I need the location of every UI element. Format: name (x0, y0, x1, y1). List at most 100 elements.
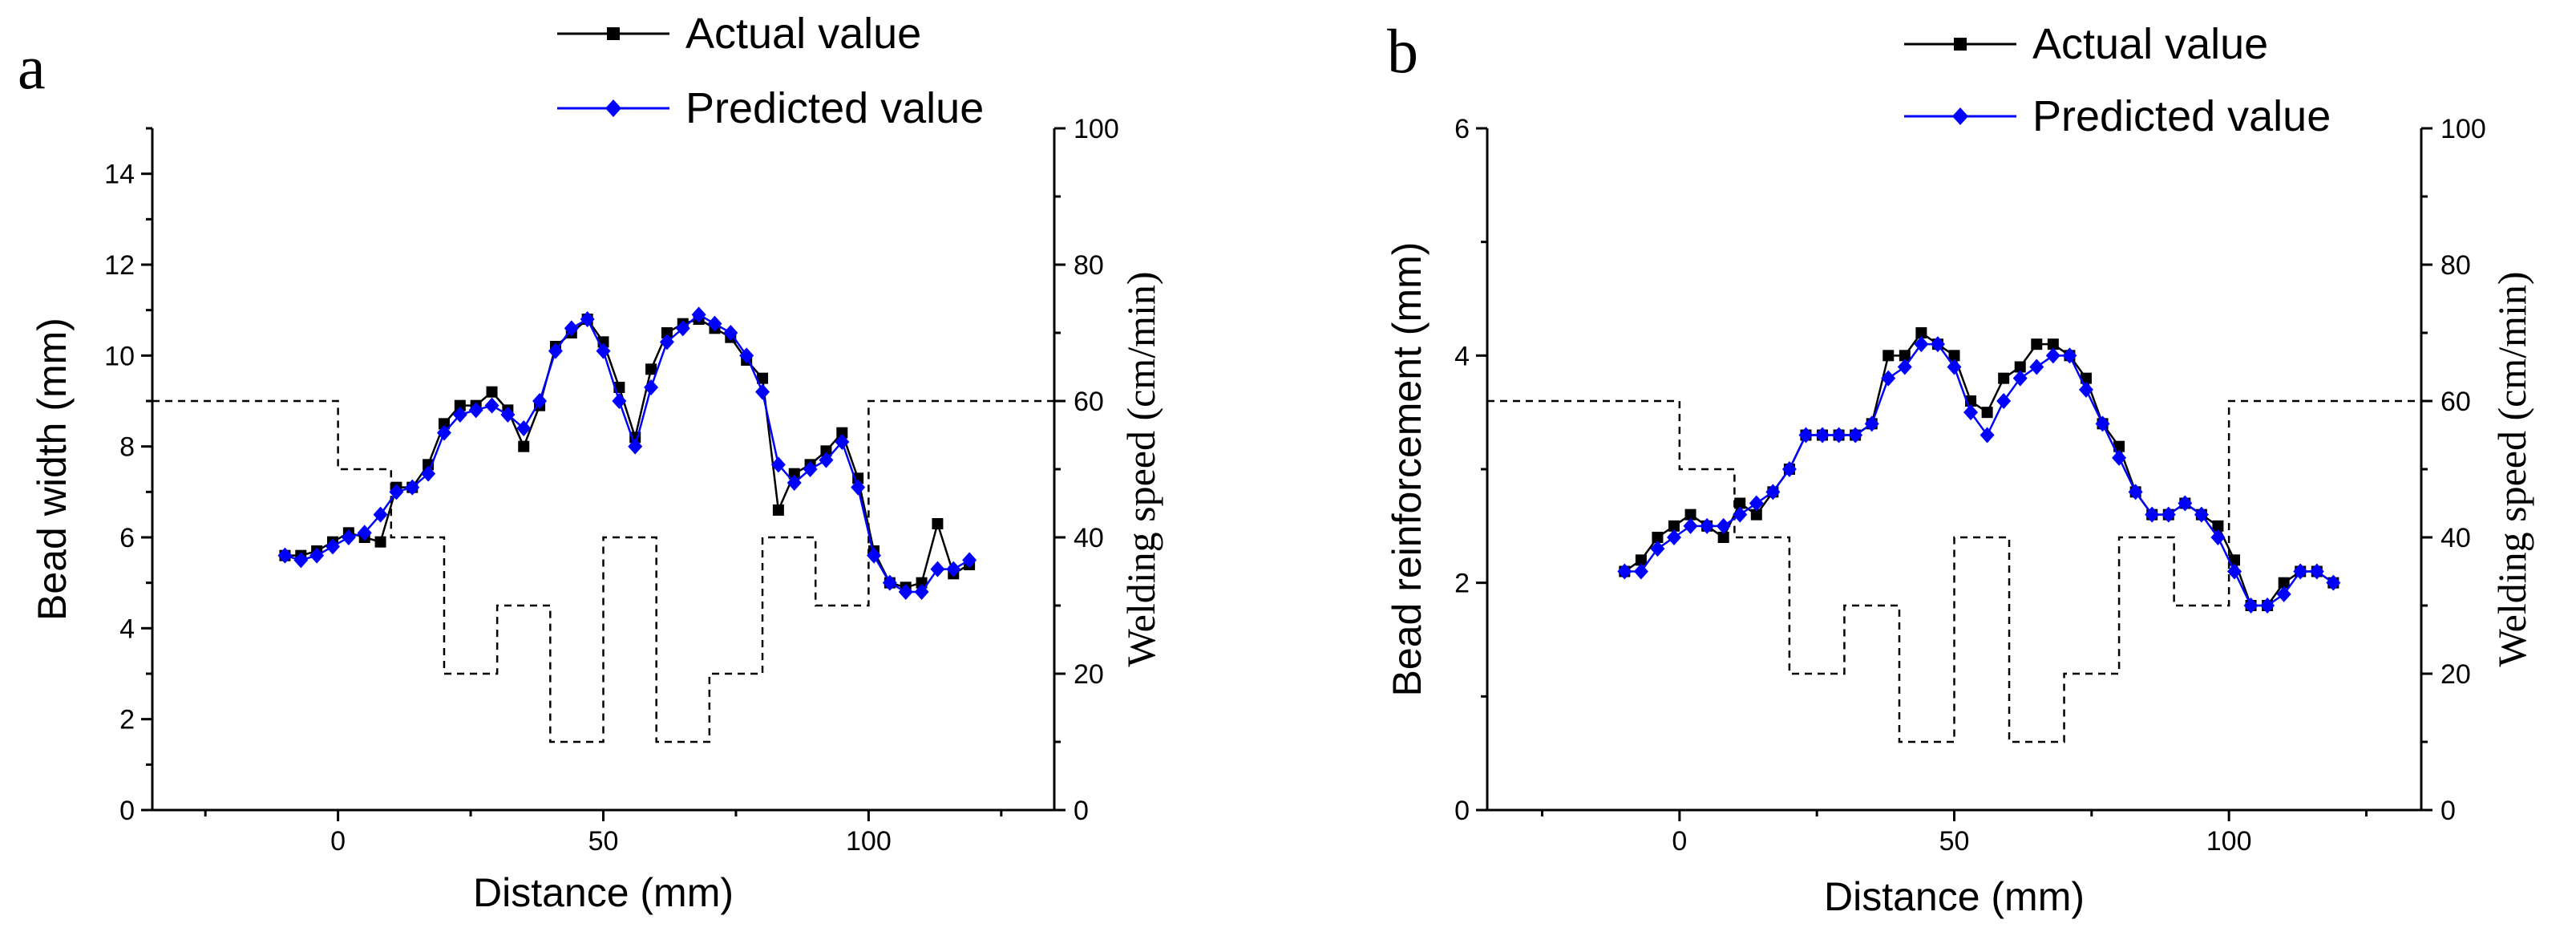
data-point-predicted (946, 561, 961, 577)
data-point-predicted (755, 383, 770, 400)
data-point-predicted (1963, 404, 1979, 421)
data-point-predicted (1650, 541, 1665, 557)
data-point-predicted (2095, 415, 2110, 432)
data-point-predicted (468, 402, 483, 419)
data-point-predicted (1996, 393, 2012, 409)
data-point-predicted (341, 529, 356, 545)
data-point-predicted (1765, 484, 1781, 500)
x-tick-label: 0 (1672, 826, 1687, 857)
data-point-predicted (1798, 427, 1814, 444)
data-point-actual (1668, 520, 1680, 532)
data-point-predicted (1881, 370, 1896, 387)
data-point-predicted (357, 525, 372, 541)
data-point-actual (916, 577, 928, 589)
data-point-predicted (580, 311, 595, 327)
data-point-actual (836, 427, 848, 439)
data-point-actual (374, 536, 386, 548)
data-point-predicted (405, 479, 420, 496)
data-point-predicted (1897, 359, 1912, 375)
data-point-predicted (1815, 427, 1830, 444)
series-predicted (1617, 336, 2341, 614)
data-point-predicted (819, 452, 834, 468)
data-point-predicted (2128, 484, 2143, 500)
data-point-actual (772, 504, 784, 516)
data-point-actual (2031, 338, 2043, 350)
data-point-predicted (2078, 381, 2093, 398)
data-point-actual (1915, 327, 1927, 338)
legend-label: Predicted value (2032, 92, 2331, 140)
legend-marker (605, 99, 621, 117)
data-point-predicted (707, 315, 722, 332)
y-tick-label: 8 (119, 432, 135, 463)
data-point-predicted (882, 574, 897, 591)
legend-label: Predicted value (685, 84, 984, 132)
data-point-predicted (2145, 506, 2160, 523)
data-point-actual (1948, 350, 1960, 362)
data-point-predicted (2194, 506, 2209, 523)
data-point-predicted (596, 342, 611, 359)
y2-tick-label: 20 (1074, 659, 1104, 690)
data-point-predicted (1667, 529, 1681, 545)
data-point-predicted (2112, 449, 2127, 466)
data-point-actual (518, 440, 530, 452)
data-point-predicted (659, 334, 674, 350)
y2-tick-label: 40 (1074, 523, 1104, 553)
data-point-actual (1998, 372, 2010, 384)
legend-label: Actual value (2032, 20, 2268, 68)
data-point-predicted (2012, 370, 2028, 387)
data-point-predicted (484, 397, 499, 414)
series-line (285, 313, 970, 594)
x-axis-title: Distance (mm) (1824, 874, 2085, 919)
data-point-predicted (787, 475, 802, 491)
data-point-predicted (2161, 506, 2176, 523)
data-point-predicted (1733, 506, 1748, 523)
legend-entry-predicted: Predicted value (557, 84, 984, 132)
y2-axis-title: Welding speed (cm/min) (1118, 271, 1163, 666)
data-point-predicted (1914, 336, 1929, 353)
data-point-actual (1717, 532, 1729, 543)
data-point-actual (932, 518, 944, 529)
data-point-actual (2278, 577, 2290, 589)
data-point-predicted (1617, 563, 1632, 580)
x-tick-label: 0 (330, 826, 346, 857)
data-point-predicted (1930, 336, 1945, 353)
data-point-predicted (612, 393, 627, 409)
data-point-predicted (2309, 563, 2324, 580)
y-tick-label: 12 (104, 250, 135, 281)
data-point-predicted (1781, 461, 1797, 477)
data-point-predicted (1700, 517, 1715, 534)
data-point-predicted (1633, 563, 1648, 580)
y2-tick-label: 60 (1074, 387, 1104, 417)
series-line (1624, 342, 2335, 607)
y-tick-label: 2 (1454, 569, 1470, 599)
data-point-predicted (500, 407, 516, 423)
x-tick-label: 50 (588, 826, 619, 857)
data-point-predicted (1749, 495, 1764, 512)
x-tick-label: 100 (846, 826, 892, 857)
data-point-predicted (2227, 563, 2242, 580)
data-point-predicted (373, 506, 388, 523)
y-tick-label: 4 (119, 614, 135, 644)
y2-tick-label: 80 (2441, 250, 2471, 281)
data-point-predicted (452, 407, 467, 423)
data-point-predicted (2210, 529, 2226, 545)
y2-tick-label: 20 (2441, 659, 2471, 690)
data-point-actual (454, 399, 466, 411)
data-point-predicted (2243, 598, 2259, 614)
data-point-predicted (867, 547, 881, 564)
data-point-predicted (293, 552, 309, 569)
data-point-predicted (2260, 598, 2275, 614)
data-point-actual (2047, 338, 2059, 350)
data-point-predicted (723, 325, 738, 341)
data-point-predicted (835, 434, 850, 450)
data-point-actual (2212, 520, 2224, 532)
data-point-actual (438, 418, 450, 430)
y-axis-title: Bead reinforcement (mm) (1385, 242, 1430, 697)
data-point-predicted (389, 484, 404, 500)
data-point-actual (2080, 372, 2092, 384)
data-point-predicted (548, 342, 563, 359)
data-point-predicted (2276, 585, 2291, 602)
chart-panel-a: a 0 50 100 0 2 4 6 8 10 12 14 0 20 40 60 80 100 Distance (… (18, 10, 1163, 915)
data-point-predicted (898, 584, 913, 600)
